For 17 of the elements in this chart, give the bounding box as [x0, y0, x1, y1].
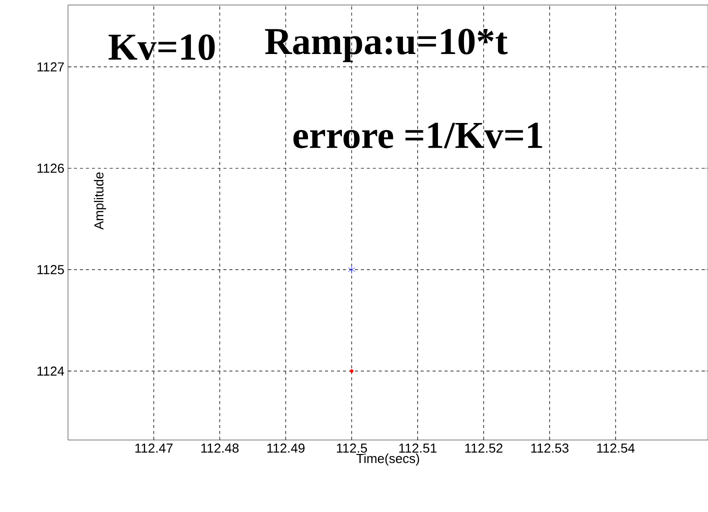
- x-tick-label: 112.54: [597, 444, 635, 453]
- x-tick-label: 112.47: [135, 444, 173, 453]
- y-tick-label: 1127: [38, 62, 64, 72]
- y-tick-label: 1125: [38, 265, 64, 274]
- annotation: Rampa:u=10*t: [265, 28, 508, 62]
- x-tick-label: 112.5: [336, 444, 367, 453]
- x-tick-label: 112.49: [267, 444, 305, 453]
- x-tick-label: 112.52: [465, 444, 502, 453]
- x-tick-label: 112.48: [201, 444, 239, 453]
- y-tick-label: 1126: [38, 164, 64, 173]
- x-axis-title: Time(secs): [356, 454, 420, 466]
- x-tick-label: 112.51: [399, 444, 436, 453]
- annotation: errore =1/Kv=1: [293, 122, 542, 148]
- y-axis-title: Amplitude: [94, 172, 106, 230]
- y-tick-label: 1124: [38, 366, 64, 376]
- annotation: Kv=10: [108, 34, 215, 60]
- x-tick-label: 112.53: [531, 444, 568, 453]
